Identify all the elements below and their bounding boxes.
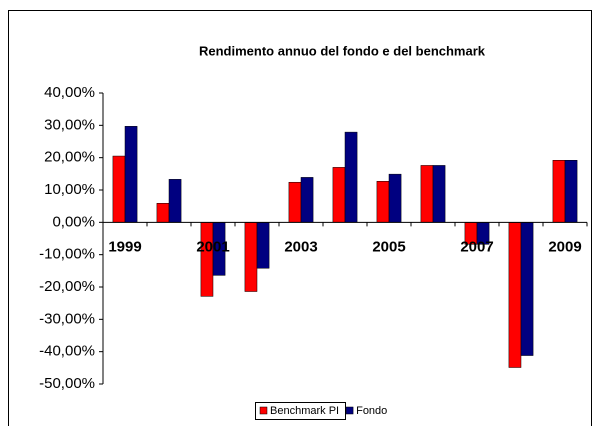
bar xyxy=(300,177,314,223)
bar xyxy=(520,222,534,356)
y-tick-label: 0,00% xyxy=(52,213,95,230)
bar xyxy=(376,181,390,223)
bar xyxy=(344,131,358,223)
y-tick-label: -40,00% xyxy=(39,343,95,360)
x-tick-label: 2003 xyxy=(284,238,317,255)
y-tick-label: 20,00% xyxy=(44,149,95,166)
bar xyxy=(388,173,402,223)
y-tick-label: -50,00% xyxy=(39,375,95,392)
bar xyxy=(420,165,434,223)
bar xyxy=(432,165,446,223)
bar xyxy=(288,181,302,223)
bar xyxy=(564,160,578,223)
legend-label: Fondo xyxy=(356,405,387,417)
bar xyxy=(156,203,170,223)
x-tick-label: 2005 xyxy=(372,238,405,255)
legend-swatch xyxy=(259,406,268,415)
legend-label: Benchmark PI xyxy=(270,405,339,417)
legend-swatch xyxy=(345,406,354,415)
bar xyxy=(124,126,138,223)
y-tick-label: -10,00% xyxy=(39,246,95,263)
bar xyxy=(552,160,566,223)
y-tick-label: 10,00% xyxy=(44,181,95,198)
bar xyxy=(508,222,522,368)
x-tick-label: 2007 xyxy=(460,238,493,255)
bar xyxy=(200,222,214,297)
bar xyxy=(256,222,270,269)
bar xyxy=(244,222,258,292)
x-tick-label: 1999 xyxy=(108,238,141,255)
legend-box xyxy=(255,402,346,420)
y-tick-label: -30,00% xyxy=(39,310,95,327)
y-tick-label: 30,00% xyxy=(44,116,95,133)
x-tick-label: 2009 xyxy=(548,238,581,255)
y-tick-label: -20,00% xyxy=(39,278,95,295)
x-tick-label: 2001 xyxy=(196,238,229,255)
bar xyxy=(332,167,346,223)
y-tick-label: 40,00% xyxy=(44,84,95,101)
chart-title: Rendimento annuo del fondo e del benchma… xyxy=(199,43,486,58)
bar xyxy=(112,155,126,223)
bar xyxy=(168,179,182,223)
